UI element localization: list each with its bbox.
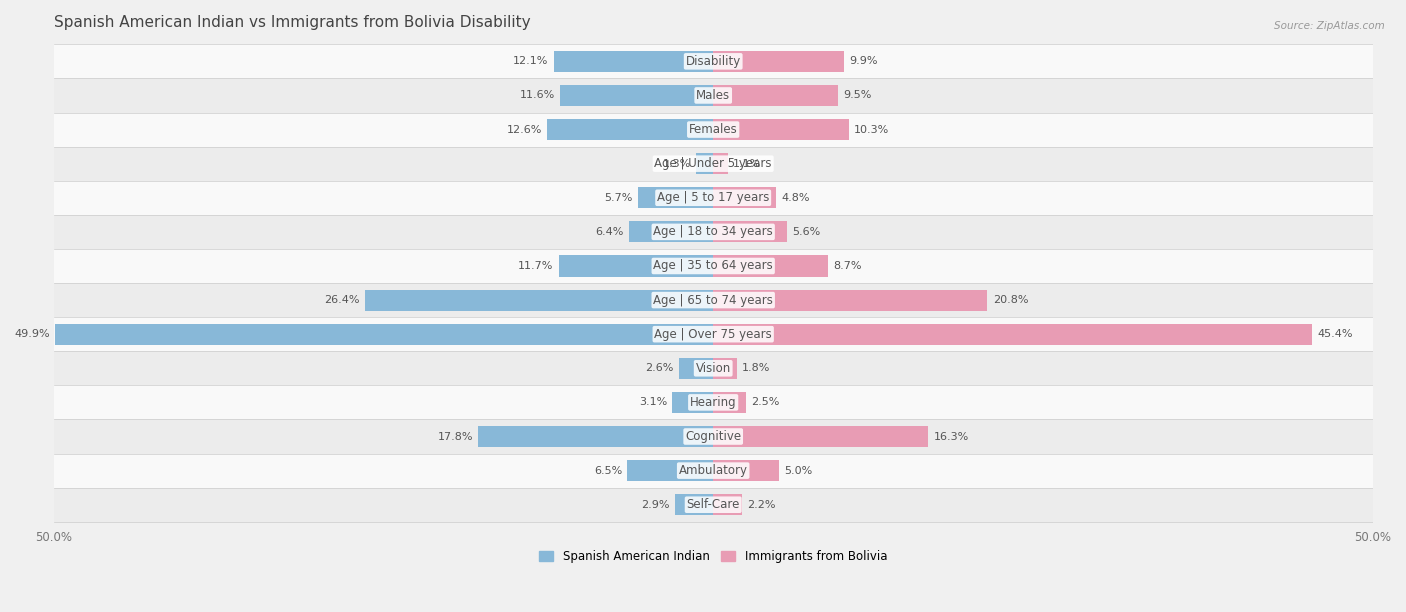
Bar: [478, 426, 713, 447]
Bar: [53, 386, 1372, 419]
Bar: [713, 460, 779, 481]
Text: Spanish American Indian vs Immigrants from Bolivia Disability: Spanish American Indian vs Immigrants fr…: [53, 15, 530, 30]
Text: 9.5%: 9.5%: [844, 91, 872, 100]
Bar: [679, 358, 713, 379]
Bar: [627, 460, 713, 481]
Text: 4.8%: 4.8%: [782, 193, 810, 203]
Bar: [53, 283, 1372, 317]
Text: 12.1%: 12.1%: [513, 56, 548, 66]
Bar: [713, 153, 728, 174]
Bar: [554, 51, 713, 72]
Bar: [53, 147, 1372, 181]
Bar: [560, 85, 713, 106]
Bar: [675, 494, 713, 515]
Bar: [53, 181, 1372, 215]
Bar: [560, 255, 713, 277]
Text: Age | 18 to 34 years: Age | 18 to 34 years: [654, 225, 773, 239]
Bar: [672, 392, 713, 413]
Text: Cognitive: Cognitive: [685, 430, 741, 443]
Text: 45.4%: 45.4%: [1317, 329, 1353, 339]
Text: Males: Males: [696, 89, 730, 102]
Text: Self-Care: Self-Care: [686, 498, 740, 511]
Bar: [53, 351, 1372, 386]
Bar: [53, 78, 1372, 113]
Text: 10.3%: 10.3%: [855, 125, 890, 135]
Bar: [53, 113, 1372, 147]
Bar: [713, 222, 787, 242]
Text: 9.9%: 9.9%: [849, 56, 877, 66]
Text: 2.9%: 2.9%: [641, 500, 669, 510]
Bar: [713, 358, 737, 379]
Bar: [366, 289, 713, 311]
Bar: [713, 289, 987, 311]
Bar: [628, 222, 713, 242]
Bar: [53, 419, 1372, 453]
Bar: [53, 215, 1372, 249]
Text: 16.3%: 16.3%: [934, 431, 969, 441]
Text: Age | Over 75 years: Age | Over 75 years: [654, 327, 772, 341]
Legend: Spanish American Indian, Immigrants from Bolivia: Spanish American Indian, Immigrants from…: [534, 545, 893, 568]
Bar: [53, 317, 1372, 351]
Bar: [713, 119, 849, 140]
Text: 20.8%: 20.8%: [993, 295, 1028, 305]
Bar: [53, 488, 1372, 522]
Bar: [547, 119, 713, 140]
Bar: [713, 255, 828, 277]
Text: 1.3%: 1.3%: [662, 159, 690, 169]
Bar: [53, 249, 1372, 283]
Text: Age | Under 5 years: Age | Under 5 years: [654, 157, 772, 170]
Text: 5.6%: 5.6%: [793, 227, 821, 237]
Bar: [713, 51, 844, 72]
Text: 11.6%: 11.6%: [520, 91, 555, 100]
Text: 1.1%: 1.1%: [733, 159, 761, 169]
Bar: [713, 392, 747, 413]
Bar: [638, 187, 713, 208]
Text: 1.8%: 1.8%: [742, 364, 770, 373]
Text: 3.1%: 3.1%: [638, 397, 666, 408]
Text: 12.6%: 12.6%: [506, 125, 541, 135]
Text: Age | 65 to 74 years: Age | 65 to 74 years: [654, 294, 773, 307]
Text: 2.5%: 2.5%: [751, 397, 780, 408]
Bar: [713, 85, 838, 106]
Text: 17.8%: 17.8%: [437, 431, 474, 441]
Bar: [713, 426, 928, 447]
Text: Females: Females: [689, 123, 738, 136]
Bar: [713, 324, 1312, 345]
Text: 11.7%: 11.7%: [519, 261, 554, 271]
Bar: [696, 153, 713, 174]
Text: 6.4%: 6.4%: [595, 227, 623, 237]
Bar: [53, 453, 1372, 488]
Text: 8.7%: 8.7%: [834, 261, 862, 271]
Bar: [55, 324, 713, 345]
Text: 2.6%: 2.6%: [645, 364, 673, 373]
Text: Disability: Disability: [686, 55, 741, 68]
Text: Source: ZipAtlas.com: Source: ZipAtlas.com: [1274, 21, 1385, 31]
Text: 6.5%: 6.5%: [593, 466, 623, 476]
Text: 2.2%: 2.2%: [748, 500, 776, 510]
Text: Ambulatory: Ambulatory: [679, 464, 748, 477]
Text: Vision: Vision: [696, 362, 731, 375]
Bar: [53, 44, 1372, 78]
Text: Age | 35 to 64 years: Age | 35 to 64 years: [654, 259, 773, 272]
Bar: [713, 494, 742, 515]
Text: Hearing: Hearing: [690, 396, 737, 409]
Bar: [713, 187, 776, 208]
Text: 49.9%: 49.9%: [14, 329, 51, 339]
Text: 5.0%: 5.0%: [785, 466, 813, 476]
Text: Age | 5 to 17 years: Age | 5 to 17 years: [657, 192, 769, 204]
Text: 5.7%: 5.7%: [605, 193, 633, 203]
Text: 26.4%: 26.4%: [325, 295, 360, 305]
